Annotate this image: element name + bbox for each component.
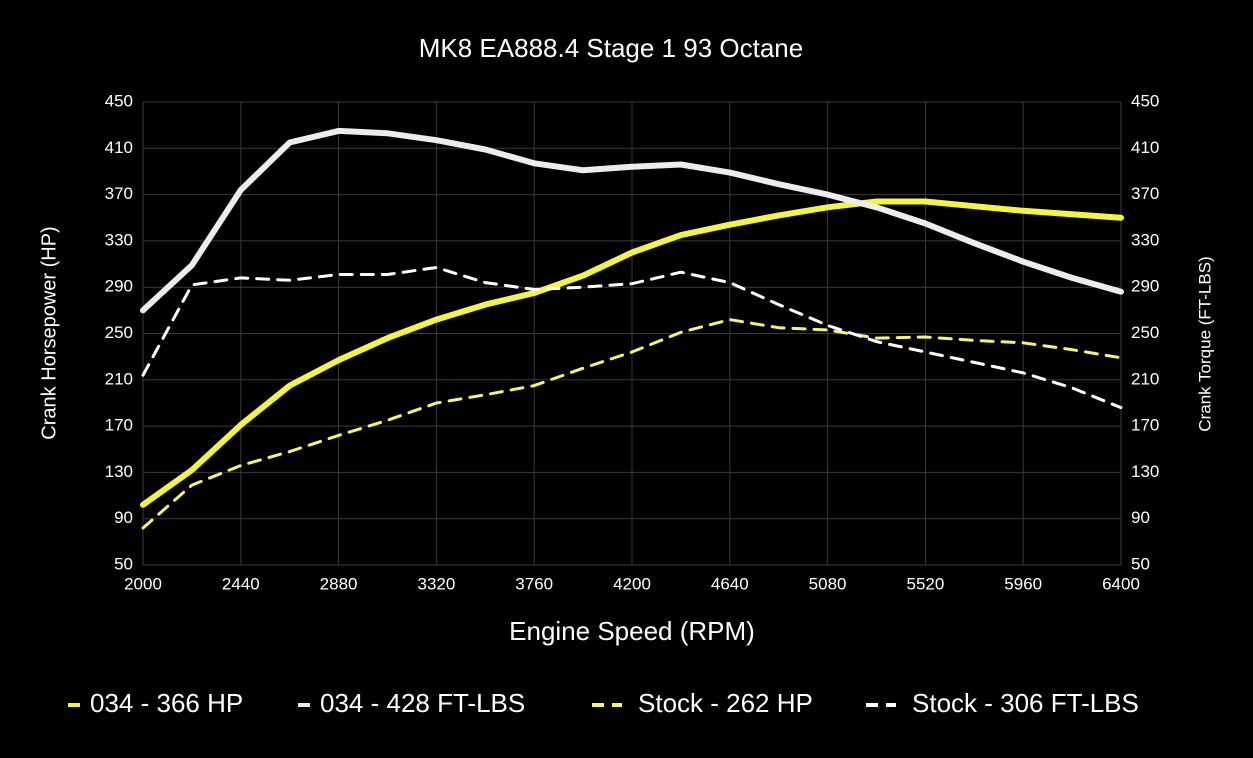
y-tick-label: 410 [105,138,133,157]
y-tick-label: 90 [114,508,133,527]
y-tick-label: 210 [105,369,133,388]
y2-tick-label: 210 [1131,369,1159,388]
legend-label: 034 - 428 FT-LBS [320,688,525,718]
y-tick-label: 450 [105,91,133,110]
x-tick-label: 2880 [320,574,358,593]
series-line [141,266,1123,410]
y2-axis-label: Crank Torque (FT-LBS) [1195,256,1214,431]
y2-tick-label: 370 [1131,184,1159,203]
legend-label: 034 - 366 HP [90,688,243,718]
chart-title: MK8 EA888.4 Stage 1 93 Octane [419,33,803,63]
y2-tick-label: 130 [1131,462,1159,481]
y-tick-label: 330 [105,230,133,249]
y2-tick-label: 290 [1131,277,1159,296]
y-tick-label: 290 [105,277,133,296]
y2-tick-label: 170 [1131,416,1159,435]
y2-tick-label: 250 [1131,323,1159,342]
x-tick-label: 5960 [1004,574,1042,593]
series-line [140,198,1124,508]
y2-tick-label: 90 [1131,508,1150,527]
x-tick-label: 6400 [1102,574,1140,593]
y-tick-label: 370 [105,184,133,203]
x-tick-label: 3320 [417,574,455,593]
x-tick-label: 4640 [711,574,749,593]
y2-tick-label: 410 [1131,138,1159,157]
y2-tick-label: 450 [1131,91,1159,110]
x-tick-label: 3760 [515,574,553,593]
x-tick-label: 2440 [222,574,260,593]
series-line [141,318,1123,530]
x-tick-label: 5520 [906,574,944,593]
legend-label: Stock - 262 HP [638,688,813,718]
series-line [140,127,1124,314]
y-tick-label: 130 [105,462,133,481]
y-axis-label: Crank Horsepower (HP) [38,226,60,439]
x-tick-label: 4200 [613,574,651,593]
x-axis-label: Engine Speed (RPM) [509,616,755,646]
y-tick-label: 250 [105,323,133,342]
y2-tick-label: 330 [1131,230,1159,249]
x-tick-label: 5080 [809,574,847,593]
x-tick-label: 2000 [124,574,162,593]
y-tick-label: 50 [114,554,133,573]
y-tick-label: 170 [105,416,133,435]
y2-tick-label: 50 [1131,554,1150,573]
legend-label: Stock - 306 FT-LBS [912,688,1139,718]
